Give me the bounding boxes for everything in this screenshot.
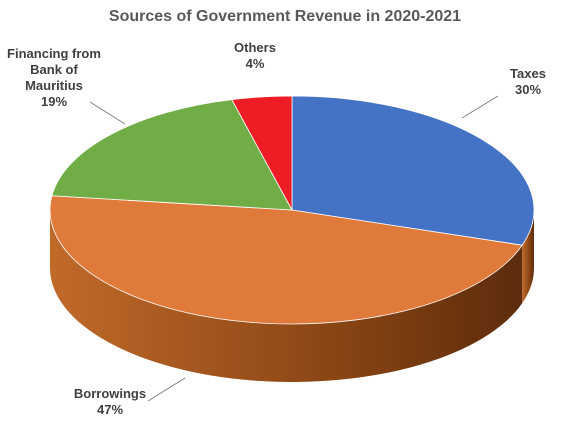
pie-slice-others [231,95,293,211]
leader-line-financing-from-bank-of-mauritius [89,101,126,125]
pie-slice-borrowings [49,195,523,325]
leader-line-borrowings [147,377,186,402]
pie-slice-taxes [291,95,535,246]
data-label-taxes: Taxes 30% [510,66,546,97]
chart-title: Sources of Government Revenue in 2020-20… [109,8,461,25]
pie-side-borrowings [50,210,523,383]
leader-line-taxes [461,95,499,119]
pie-slice-financing-from-bank-of-mauritius [51,99,293,211]
data-label-financing-from-bank-of-mauritius: Financing from Bank of Mauritius 19% [7,46,101,109]
data-label-borrowings: Borrowings 47% [74,386,146,417]
pie-side-taxes [522,210,534,304]
data-label-others: Others 4% [234,40,276,71]
